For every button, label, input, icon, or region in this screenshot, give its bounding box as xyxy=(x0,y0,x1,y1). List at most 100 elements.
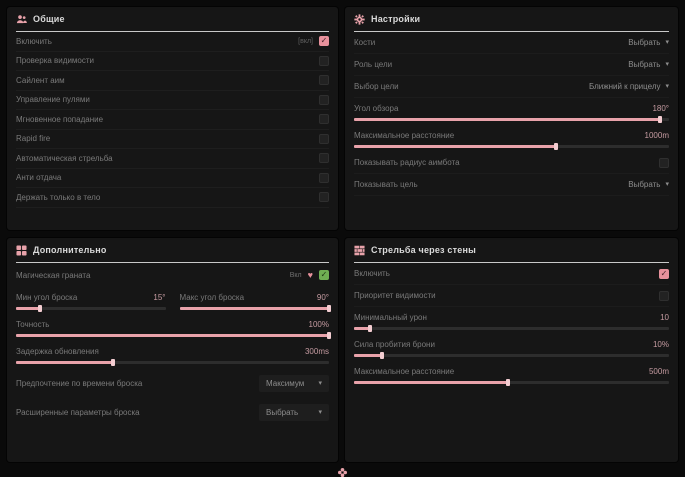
panel-additional: Дополнительно Магическая граната Вкл ♥ ✓… xyxy=(7,238,338,462)
max-distance-slider[interactable] xyxy=(354,143,669,150)
row-label: Показывать радиус аимбота xyxy=(354,158,460,167)
update-delay-group: Задержка обновления 300ms xyxy=(16,341,329,368)
dropdown-value: Выбрать xyxy=(266,407,299,417)
slider-handle[interactable] xyxy=(506,379,511,386)
accuracy-slider[interactable] xyxy=(16,332,331,339)
visibility-priority-checkbox[interactable]: ✓ xyxy=(659,290,669,301)
slider-value: 90° xyxy=(316,293,329,302)
slider-handle[interactable] xyxy=(367,325,372,332)
slider-value: 180° xyxy=(652,104,669,113)
chevron-down-icon: ▾ xyxy=(665,61,669,68)
panel-wallbang: Стрельба через стены Включить ✓ Приорите… xyxy=(345,238,678,462)
wallbang-enable-checkbox[interactable]: ✓ xyxy=(659,268,669,279)
chevron-down-icon: ▾ xyxy=(318,379,322,387)
show-radius-checkbox[interactable]: ✓ xyxy=(659,157,669,168)
auto-fire-checkbox[interactable]: ✓ xyxy=(319,153,329,164)
slider-handle[interactable] xyxy=(553,143,558,150)
slider-value: 300ms xyxy=(304,347,329,356)
throw-time-dropdown[interactable]: Максимум ▾ xyxy=(259,374,329,392)
row-label: Включить xyxy=(16,36,52,46)
row-label: Расширенные параметры броска xyxy=(16,407,140,417)
row-label: Приоритет видимости xyxy=(354,291,436,300)
row-label: Выбор цели xyxy=(354,82,399,91)
row-visibility-check: Проверка видимости ✓ xyxy=(16,52,329,71)
advanced-params-dropdown[interactable]: Выбрать ▾ xyxy=(259,403,329,421)
row-wallbang-enable: Включить ✓ xyxy=(354,263,669,285)
slider-fill xyxy=(354,116,662,123)
check-icon: ✓ xyxy=(320,270,328,279)
enable-checkbox[interactable]: ✓ xyxy=(319,36,329,47)
check-badge-icon[interactable]: ✓ xyxy=(319,270,329,280)
row-show-radius: Показывать радиус аимбота ✓ xyxy=(354,152,669,174)
panel-wallbang-header: Стрельба через стены xyxy=(354,238,669,263)
check-icon: ✓ xyxy=(320,36,328,46)
max-angle-slider[interactable] xyxy=(179,305,331,312)
fov-slider[interactable] xyxy=(354,116,669,123)
min-angle-slider[interactable] xyxy=(16,305,166,312)
instant-hit-checkbox[interactable]: ✓ xyxy=(319,114,329,125)
slider-handle[interactable] xyxy=(657,116,662,123)
min-damage-slider[interactable] xyxy=(354,325,669,332)
wb-max-distance-group: Максимальное расстояние 500m xyxy=(354,361,669,388)
wall-icon xyxy=(354,245,365,256)
slider-value: 10 xyxy=(660,313,669,322)
chevron-down-icon: ▾ xyxy=(665,39,669,46)
anti-recoil-checkbox[interactable]: ✓ xyxy=(319,172,329,183)
flower-icon xyxy=(338,464,347,477)
slider-label: Максимальное расстояние xyxy=(354,367,455,376)
throw-angle-row: Мин угол броска 15° Макс угол броска 90° xyxy=(16,287,331,314)
slider-value: 500m xyxy=(648,367,669,376)
panel-title: Общие xyxy=(33,14,65,24)
chevron-down-icon: ▾ xyxy=(318,408,322,416)
rapid-fire-checkbox[interactable]: ✓ xyxy=(319,133,329,144)
max-angle-group: Макс угол броска 90° xyxy=(179,287,331,314)
dropdown-value: Ближний к прицелу xyxy=(588,82,661,91)
row-anti-recoil: Анти отдача ✓ xyxy=(16,169,329,188)
row-label: Включить xyxy=(354,269,390,278)
users-icon xyxy=(16,14,27,25)
penetration-group: Сила пробития брони 10% xyxy=(354,334,669,361)
slider-fill xyxy=(354,325,372,332)
row-instant-hit: Мгновенное попадание ✓ xyxy=(16,110,329,130)
row-body-only: Держать только в тело ✓ xyxy=(16,188,329,208)
target-select-dropdown[interactable]: Ближний к прицелу ▾ xyxy=(589,82,669,91)
silent-aim-checkbox[interactable]: ✓ xyxy=(319,75,329,86)
grenade-state-label: Вкл xyxy=(289,271,302,279)
row-label: Показывать цель xyxy=(354,180,418,189)
grid-icon xyxy=(16,244,27,256)
slider-handle[interactable] xyxy=(111,359,116,366)
slider-handle[interactable] xyxy=(380,352,385,359)
slider-fill xyxy=(179,305,331,312)
penetration-slider[interactable] xyxy=(354,352,669,359)
slider-value: 100% xyxy=(308,320,329,329)
wb-max-distance-slider[interactable] xyxy=(354,379,669,386)
row-target-role: Роль цели Выбрать ▾ xyxy=(354,54,669,76)
panel-general-header: Общие xyxy=(16,7,329,32)
row-label: Кости xyxy=(354,38,376,47)
dropdown-value: Выбрать xyxy=(628,60,661,69)
slider-label: Мин угол броска xyxy=(16,293,78,302)
chevron-down-icon: ▾ xyxy=(665,181,669,188)
bullet-control-checkbox[interactable]: ✓ xyxy=(319,94,329,105)
bones-dropdown[interactable]: Выбрать ▾ xyxy=(628,38,669,47)
body-only-checkbox[interactable]: ✓ xyxy=(319,192,329,203)
slider-handle[interactable] xyxy=(327,305,331,312)
gear-icon xyxy=(354,13,365,25)
row-advanced-params: Расширенные параметры броска Выбрать ▾ xyxy=(16,398,329,426)
slider-handle[interactable] xyxy=(327,332,331,339)
row-label: Предпочтение по времени броска xyxy=(16,378,143,388)
slider-fill xyxy=(16,305,42,312)
target-role-dropdown[interactable]: Выбрать ▾ xyxy=(628,60,669,69)
row-auto-fire: Автоматическая стрельба ✓ xyxy=(16,149,329,169)
panel-settings-header: Настройки xyxy=(354,7,669,32)
show-target-dropdown[interactable]: Выбрать ▾ xyxy=(628,180,669,189)
slider-handle[interactable] xyxy=(37,305,42,312)
dropdown-value: Выбрать xyxy=(628,180,661,189)
row-throw-time: Предпочтение по времени броска Максимум … xyxy=(16,368,329,398)
heart-icon: ♥ xyxy=(307,269,313,280)
row-label: Rapid fire xyxy=(16,134,51,144)
update-delay-slider[interactable] xyxy=(16,359,329,366)
visibility-check-checkbox[interactable]: ✓ xyxy=(319,55,329,66)
slider-fill xyxy=(354,352,385,359)
row-label: Анти отдача xyxy=(16,173,62,183)
